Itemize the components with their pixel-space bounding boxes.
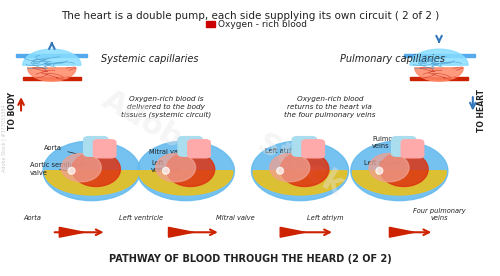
Ellipse shape [376,167,383,174]
Text: Left
ventricle: Left ventricle [151,160,186,174]
Text: Aortic semilunar
valve: Aortic semilunar valve [30,162,84,176]
Text: Left atriym: Left atriym [364,160,400,167]
Polygon shape [280,227,305,237]
Text: Oxygen - rich blood: Oxygen - rich blood [218,20,307,29]
Ellipse shape [166,152,214,187]
Polygon shape [60,227,84,237]
Text: Pulmonary capillaries: Pulmonary capillaries [340,54,445,64]
Polygon shape [168,227,194,237]
Text: Four pulmonary
veins: Four pulmonary veins [412,208,466,221]
FancyBboxPatch shape [188,140,210,158]
Polygon shape [390,227,414,237]
Ellipse shape [276,167,283,174]
Ellipse shape [156,153,196,182]
Text: Left atriym: Left atriym [266,148,302,160]
Text: Aorta: Aorta [23,215,41,221]
Text: PATHWAY OF BLOOD THROUGH THE HEARD (2 OF 2): PATHWAY OF BLOOD THROUGH THE HEARD (2 OF… [109,254,392,264]
Polygon shape [352,171,446,195]
FancyBboxPatch shape [178,137,203,156]
Ellipse shape [162,167,170,174]
Text: Mitral valve: Mitral valve [216,215,255,221]
Ellipse shape [138,141,234,201]
Text: Oxygen-rich blood is
delivered to the body
tissues (systemic circuit): Oxygen-rich blood is delivered to the bo… [121,96,211,118]
FancyBboxPatch shape [392,137,415,156]
Text: TO HEART: TO HEART [477,89,486,132]
FancyBboxPatch shape [401,140,423,158]
Polygon shape [28,68,76,81]
Text: Left ventricle: Left ventricle [119,215,164,221]
Ellipse shape [380,152,428,187]
FancyBboxPatch shape [84,137,108,156]
Text: Systemic capillaries: Systemic capillaries [102,54,199,64]
Ellipse shape [62,153,102,182]
Bar [206,20,214,27]
FancyBboxPatch shape [302,140,324,158]
Text: TO BODY: TO BODY [8,92,17,130]
Text: Left atriym: Left atriym [306,215,343,221]
Polygon shape [253,171,347,195]
Polygon shape [44,171,138,195]
Ellipse shape [43,141,140,201]
Ellipse shape [252,141,348,201]
Ellipse shape [280,152,329,187]
Polygon shape [139,171,232,195]
Polygon shape [23,49,81,65]
Text: Aorta: Aorta [44,145,76,154]
FancyBboxPatch shape [16,54,88,57]
Text: Stock: Stock [252,129,349,202]
Text: Oxygen-rich blood
returns to the heart via
the four pulmonary veins: Oxygen-rich blood returns to the heart v… [284,96,376,118]
Ellipse shape [72,152,120,187]
Ellipse shape [68,167,75,174]
FancyBboxPatch shape [23,77,81,80]
Polygon shape [410,49,468,65]
Ellipse shape [351,141,448,201]
Polygon shape [415,68,463,81]
FancyBboxPatch shape [94,140,116,158]
Text: Mitral valve: Mitral valve [148,149,188,161]
Text: Adobe: Adobe [97,85,206,164]
Text: The heart is a double pump, each side supplying its own circuit ( 2 of 2 ): The heart is a double pump, each side su… [62,11,440,21]
FancyBboxPatch shape [404,54,474,57]
FancyBboxPatch shape [410,77,468,80]
Ellipse shape [369,153,409,182]
Text: Adobe Stock | #377033384: Adobe Stock | #377033384 [2,104,8,172]
Text: Pulmonary
veins: Pulmonary veins [372,136,408,154]
Ellipse shape [270,153,310,182]
FancyBboxPatch shape [292,137,316,156]
